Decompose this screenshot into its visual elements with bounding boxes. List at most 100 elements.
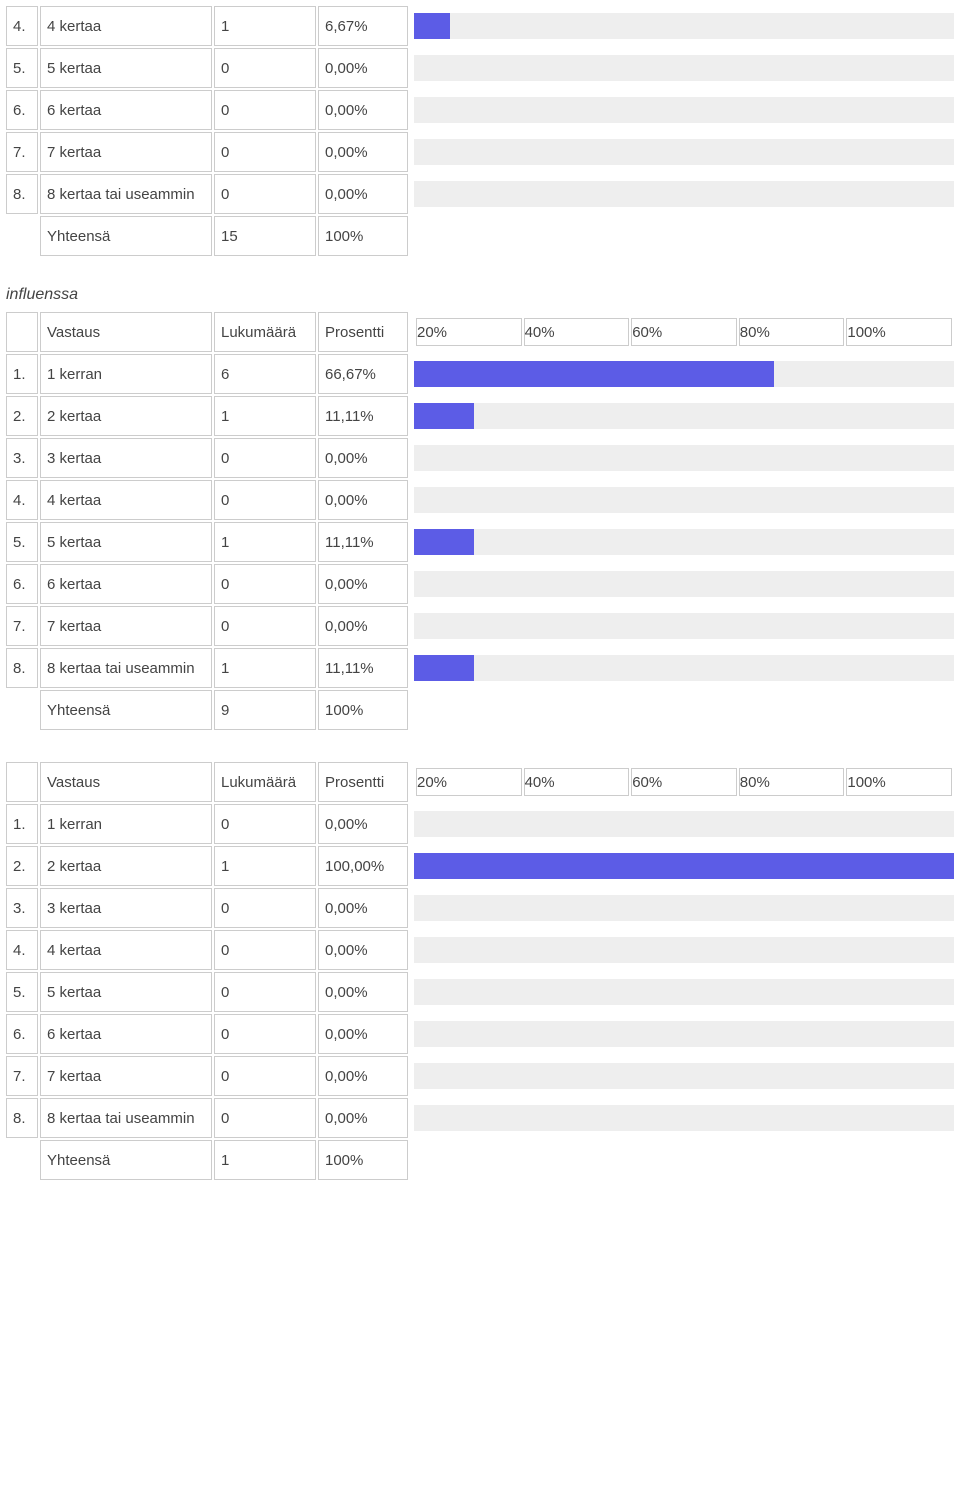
row-percent: 0,00% (318, 930, 408, 970)
row-percent: 0,00% (318, 606, 408, 646)
row-number: 3. (6, 438, 38, 478)
row-number: 7. (6, 132, 38, 172)
row-count: 1 (214, 396, 316, 436)
table-row: 3.3 kertaa00,00% (6, 438, 954, 478)
total-blank (6, 216, 38, 256)
bar-fill (414, 361, 774, 387)
header-prosentti: Prosentti (318, 762, 408, 802)
bar-track (414, 895, 954, 921)
total-blank-bar (410, 1140, 954, 1180)
row-label: 5 kertaa (40, 522, 212, 562)
header-scale-cell: 40% (524, 318, 630, 346)
table-row: 6.6 kertaa00,00% (6, 90, 954, 130)
bar-track (414, 1105, 954, 1131)
row-number: 1. (6, 804, 38, 844)
total-blank (6, 1140, 38, 1180)
row-label: 7 kertaa (40, 606, 212, 646)
row-label: 5 kertaa (40, 972, 212, 1012)
row-number: 2. (6, 396, 38, 436)
table-row: 6.6 kertaa00,00% (6, 1014, 954, 1054)
row-label: 7 kertaa (40, 1056, 212, 1096)
table-row: 7.7 kertaa00,00% (6, 1056, 954, 1096)
row-bar-cell (410, 606, 954, 646)
row-number: 3. (6, 888, 38, 928)
row-label: 6 kertaa (40, 90, 212, 130)
bar-track (414, 937, 954, 963)
row-bar-cell (410, 480, 954, 520)
row-number: 2. (6, 846, 38, 886)
bar-track (414, 613, 954, 639)
row-percent: 0,00% (318, 1098, 408, 1138)
survey-table: VastausLukumääräProsentti20%40%60%80%100… (4, 760, 956, 1182)
row-number: 6. (6, 90, 38, 130)
table-header-row: VastausLukumääräProsentti20%40%60%80%100… (6, 762, 954, 802)
total-blank (6, 690, 38, 730)
row-bar-cell (410, 174, 954, 214)
row-number: 5. (6, 522, 38, 562)
row-label: 4 kertaa (40, 480, 212, 520)
row-number: 5. (6, 48, 38, 88)
row-label: 3 kertaa (40, 438, 212, 478)
table-row: 8.8 kertaa tai useammin00,00% (6, 1098, 954, 1138)
row-bar-cell (410, 804, 954, 844)
row-count: 0 (214, 132, 316, 172)
row-percent: 66,67% (318, 354, 408, 394)
header-scale-cell: 100% (846, 768, 952, 796)
row-percent: 0,00% (318, 972, 408, 1012)
row-number: 1. (6, 354, 38, 394)
row-percent: 0,00% (318, 174, 408, 214)
header-lukumaara: Lukumäärä (214, 762, 316, 802)
table-row: 2.2 kertaa1100,00% (6, 846, 954, 886)
row-percent: 0,00% (318, 438, 408, 478)
bar-fill (414, 13, 450, 39)
row-count: 0 (214, 1056, 316, 1096)
row-label: 6 kertaa (40, 1014, 212, 1054)
bar-fill (414, 853, 954, 879)
row-number: 8. (6, 1098, 38, 1138)
survey-section: VastausLukumääräProsentti20%40%60%80%100… (4, 760, 956, 1182)
table-row: 5.5 kertaa00,00% (6, 48, 954, 88)
bar-track (414, 853, 954, 879)
row-percent: 11,11% (318, 396, 408, 436)
row-bar-cell (410, 1056, 954, 1096)
row-percent: 0,00% (318, 804, 408, 844)
row-label: 1 kerran (40, 804, 212, 844)
table-row: 5.5 kertaa111,11% (6, 522, 954, 562)
header-blank (6, 762, 38, 802)
header-lukumaara: Lukumäärä (214, 312, 316, 352)
bar-track (414, 139, 954, 165)
total-percent: 100% (318, 216, 408, 256)
row-label: 4 kertaa (40, 930, 212, 970)
bar-track (414, 13, 954, 39)
row-label: 7 kertaa (40, 132, 212, 172)
row-count: 0 (214, 930, 316, 970)
row-percent: 6,67% (318, 6, 408, 46)
bar-track (414, 97, 954, 123)
bar-track (414, 445, 954, 471)
row-percent: 0,00% (318, 888, 408, 928)
row-bar-cell (410, 888, 954, 928)
row-count: 0 (214, 804, 316, 844)
bar-fill (414, 655, 474, 681)
header-scale-cell: 60% (631, 318, 737, 346)
bar-track (414, 487, 954, 513)
row-count: 0 (214, 438, 316, 478)
row-percent: 0,00% (318, 48, 408, 88)
bar-fill (414, 403, 474, 429)
section-title: influenssa (6, 286, 956, 304)
table-row: 7.7 kertaa00,00% (6, 132, 954, 172)
bar-track (414, 979, 954, 1005)
table-row: 4.4 kertaa16,67% (6, 6, 954, 46)
row-label: 4 kertaa (40, 6, 212, 46)
bar-track (414, 1063, 954, 1089)
row-label: 5 kertaa (40, 48, 212, 88)
row-bar-cell (410, 846, 954, 886)
row-number: 5. (6, 972, 38, 1012)
row-bar-cell (410, 972, 954, 1012)
row-count: 1 (214, 522, 316, 562)
total-count: 9 (214, 690, 316, 730)
row-number: 4. (6, 480, 38, 520)
row-number: 7. (6, 1056, 38, 1096)
row-number: 8. (6, 174, 38, 214)
header-scale-cell: 100% (846, 318, 952, 346)
